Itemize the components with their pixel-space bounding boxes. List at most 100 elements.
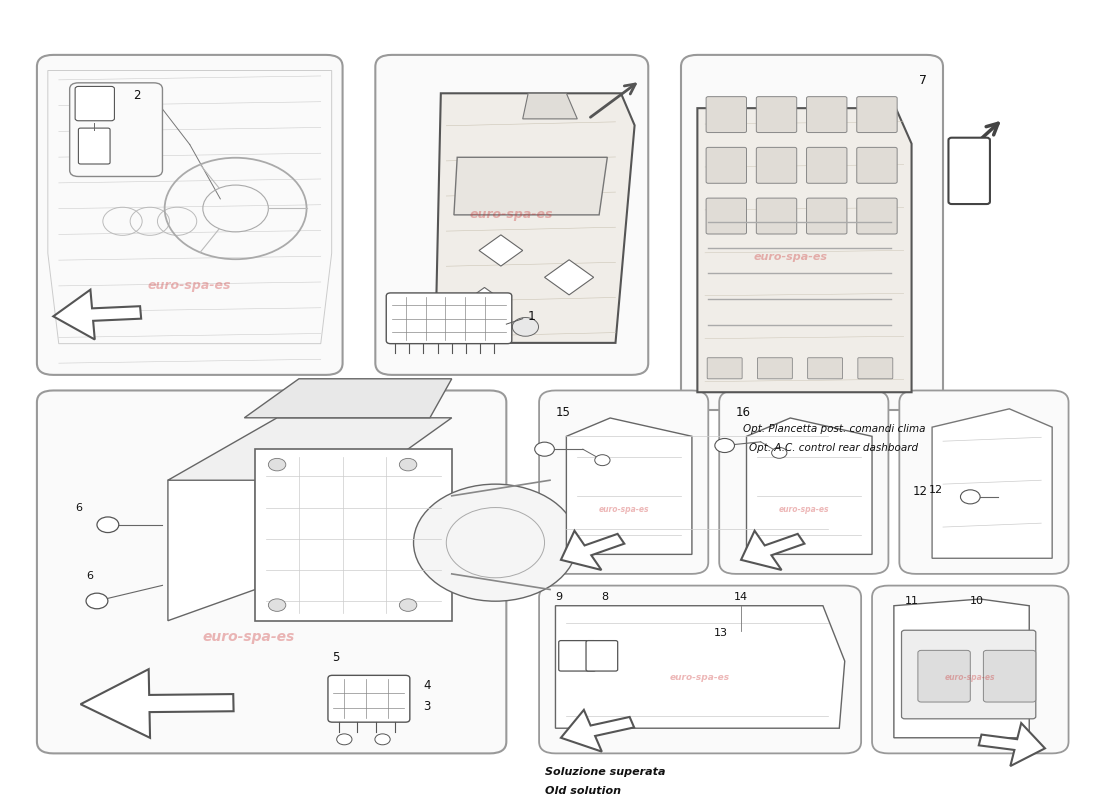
Text: 7: 7 [918,74,926,87]
Polygon shape [454,158,607,215]
FancyBboxPatch shape [706,97,747,133]
Circle shape [771,447,786,458]
Polygon shape [255,449,452,621]
FancyBboxPatch shape [858,358,893,379]
Polygon shape [556,606,845,728]
Text: 14: 14 [734,592,748,602]
FancyBboxPatch shape [706,198,747,234]
Circle shape [513,318,539,336]
Text: euro-spa-es: euro-spa-es [754,252,828,262]
Text: 3: 3 [422,701,430,714]
FancyBboxPatch shape [69,83,163,177]
FancyBboxPatch shape [706,147,747,183]
Text: 11: 11 [905,596,918,606]
FancyBboxPatch shape [900,390,1068,574]
FancyBboxPatch shape [857,97,898,133]
Polygon shape [741,530,804,570]
Circle shape [86,593,108,609]
Text: 6: 6 [75,503,81,513]
Polygon shape [566,418,692,554]
Text: euro-spa-es: euro-spa-es [148,278,231,292]
Circle shape [414,484,578,601]
Circle shape [268,599,286,611]
FancyBboxPatch shape [757,147,796,183]
Circle shape [399,458,417,471]
FancyBboxPatch shape [917,650,970,702]
FancyBboxPatch shape [806,147,847,183]
Text: Opt. A.C. control rear dashboard: Opt. A.C. control rear dashboard [749,442,918,453]
Polygon shape [932,409,1053,558]
Polygon shape [544,260,594,295]
Text: 2: 2 [133,90,140,102]
Text: 12: 12 [928,485,943,495]
Text: Soluzione superata: Soluzione superata [544,767,666,778]
Text: 13: 13 [714,627,728,638]
FancyBboxPatch shape [983,650,1036,702]
FancyBboxPatch shape [37,55,342,375]
Circle shape [399,599,417,611]
Polygon shape [697,108,912,392]
Circle shape [960,490,980,504]
Circle shape [268,458,286,471]
FancyBboxPatch shape [78,128,110,164]
Polygon shape [894,599,1030,738]
Text: euro-spa-es: euro-spa-es [670,674,730,682]
FancyBboxPatch shape [719,390,889,574]
FancyBboxPatch shape [707,358,743,379]
Text: 4: 4 [422,679,430,692]
Polygon shape [53,290,141,339]
Polygon shape [168,449,255,621]
FancyBboxPatch shape [375,55,648,375]
FancyBboxPatch shape [586,641,618,671]
FancyBboxPatch shape [872,586,1068,754]
FancyBboxPatch shape [857,147,898,183]
FancyBboxPatch shape [75,86,114,121]
FancyBboxPatch shape [948,138,990,204]
FancyBboxPatch shape [806,198,847,234]
FancyBboxPatch shape [328,675,410,722]
FancyBboxPatch shape [857,198,898,234]
Circle shape [375,734,390,745]
Text: 1: 1 [528,310,536,323]
Circle shape [97,517,119,533]
FancyBboxPatch shape [757,97,796,133]
Text: 8: 8 [601,592,608,602]
FancyBboxPatch shape [681,55,943,410]
Circle shape [715,438,735,453]
Circle shape [337,734,352,745]
FancyBboxPatch shape [806,97,847,133]
Text: 9: 9 [556,592,562,602]
FancyBboxPatch shape [539,586,861,754]
Polygon shape [561,710,634,752]
Text: Old solution: Old solution [544,786,620,796]
Text: euro-spa-es: euro-spa-es [202,630,295,644]
Polygon shape [168,418,452,480]
Circle shape [535,442,554,456]
Text: 10: 10 [970,596,985,606]
FancyBboxPatch shape [539,390,708,574]
Polygon shape [80,669,233,738]
Text: 12: 12 [912,485,927,498]
FancyBboxPatch shape [757,198,796,234]
Text: euro-spa-es: euro-spa-es [470,208,553,222]
Polygon shape [522,94,578,119]
Text: 16: 16 [736,406,750,419]
Polygon shape [747,418,872,554]
Polygon shape [561,530,625,570]
Polygon shape [244,378,452,418]
FancyBboxPatch shape [559,641,596,671]
Text: euro-spa-es: euro-spa-es [598,505,649,514]
Text: euro-spa-es: euro-spa-es [779,505,829,514]
Text: 6: 6 [86,571,92,582]
FancyBboxPatch shape [37,390,506,754]
Polygon shape [478,235,522,266]
FancyBboxPatch shape [807,358,843,379]
Text: 15: 15 [556,406,570,419]
Text: 5: 5 [332,651,340,664]
Polygon shape [979,723,1045,766]
FancyBboxPatch shape [758,358,792,379]
Circle shape [595,454,610,466]
Text: euro-spa-es: euro-spa-es [945,674,996,682]
Text: Opt. Plancetta post. comandi clima: Opt. Plancetta post. comandi clima [742,424,925,434]
Polygon shape [469,287,500,311]
